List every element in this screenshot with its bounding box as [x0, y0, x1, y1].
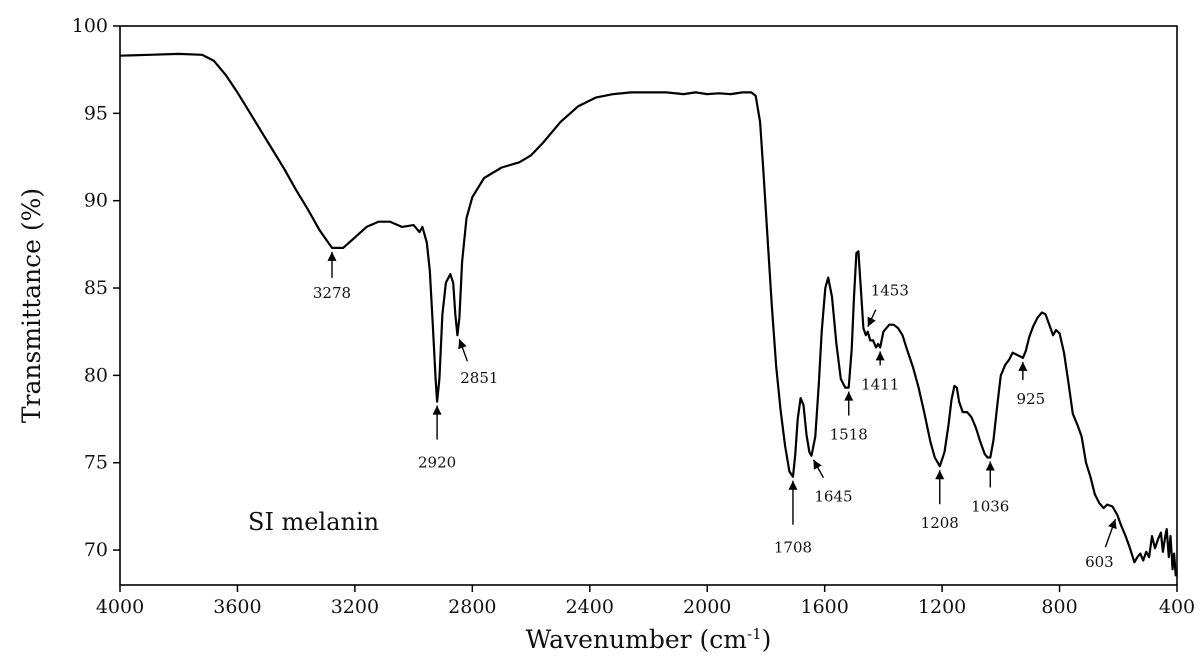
x-tick-label: 400	[1159, 596, 1195, 618]
peak-label: 1208	[921, 514, 959, 532]
annotation-arrow-head	[985, 461, 995, 471]
annotation-arrow-head	[813, 459, 822, 470]
annotation-arrow-head	[935, 470, 945, 480]
peak-label: 925	[1017, 390, 1046, 408]
peak-annotation: 1036	[971, 461, 1009, 515]
peak-annotation: 925	[1017, 361, 1046, 408]
peak-annotation: 2920	[418, 405, 456, 472]
peak-label: 1036	[971, 497, 1009, 515]
peak-annotation: 3278	[313, 251, 351, 302]
spectrum-line	[119, 52, 1177, 577]
y-tick-label: 75	[84, 452, 108, 474]
y-tick-label: 90	[84, 190, 108, 212]
peak-label: 1411	[861, 375, 899, 393]
x-axis-title: Wavenumber (cm-1)	[526, 625, 772, 654]
annotation-arrow-head	[867, 316, 876, 327]
x-axis-title-close: )	[762, 625, 772, 654]
peak-annotation: 1208	[921, 470, 959, 532]
peak-annotation: 2851	[458, 338, 498, 387]
peak-annotation: 1411	[861, 351, 899, 393]
peak-annotation: 1708	[774, 480, 812, 557]
plot-frame	[119, 25, 1178, 586]
y-tick-label: 80	[84, 364, 108, 386]
y-tick-label: 70	[84, 539, 108, 561]
x-tick-label: 2000	[683, 596, 731, 618]
annotation-arrow-head	[1108, 519, 1117, 530]
x-axis-ticks: 4000 3600 3200 2800 2400 2000 1600 1200 800 400	[96, 585, 1195, 618]
annotation-arrow-head	[458, 339, 467, 350]
x-tick-label: 800	[1041, 596, 1077, 618]
y-tick-label: 85	[84, 277, 108, 299]
x-tick-label: 2800	[448, 596, 496, 618]
peak-annotation: 1518	[830, 391, 868, 444]
peak-annotation: 603	[1085, 518, 1117, 571]
y-tick-label: 95	[84, 102, 108, 124]
annotation-arrow-head	[1018, 361, 1028, 371]
annotation-arrow-head	[844, 391, 854, 401]
annotation-arrow-head	[875, 351, 885, 361]
series-label: SI melanin	[248, 508, 379, 536]
peak-label: 1453	[871, 282, 909, 300]
peak-annotation: 1645	[812, 459, 853, 506]
peak-annotation: 1453	[867, 282, 909, 328]
x-tick-label: 3200	[331, 596, 379, 618]
annotation-arrow-head	[327, 251, 337, 261]
annotation-arrow-head	[788, 480, 798, 490]
annotation-arrow-head	[432, 405, 442, 415]
x-tick-label: 1200	[918, 596, 966, 618]
x-axis-title-main: Wavenumber (cm	[526, 625, 748, 654]
x-tick-label: 2400	[566, 596, 614, 618]
peak-label: 2920	[418, 454, 456, 472]
y-tick-label: 100	[72, 15, 108, 37]
peak-label: 1645	[814, 488, 852, 506]
peak-label: 3278	[313, 284, 351, 302]
peak-label: 1708	[774, 539, 812, 557]
peak-label: 1518	[830, 426, 868, 444]
x-tick-label: 3600	[213, 596, 261, 618]
x-tick-label: 1600	[800, 596, 848, 618]
x-axis-title-superscript: -1	[747, 625, 762, 643]
y-axis-ticks: 70 75 80 85 90 95 100	[72, 15, 120, 561]
x-tick-label: 4000	[96, 596, 144, 618]
peak-label: 2851	[460, 369, 498, 387]
y-axis-title: Transmittance (%)	[17, 188, 46, 423]
peak-label: 603	[1085, 553, 1114, 571]
peak-annotations: 3278 2920 2851 1708 1645 1518 1453 1411 1208 1036…	[313, 251, 1117, 571]
